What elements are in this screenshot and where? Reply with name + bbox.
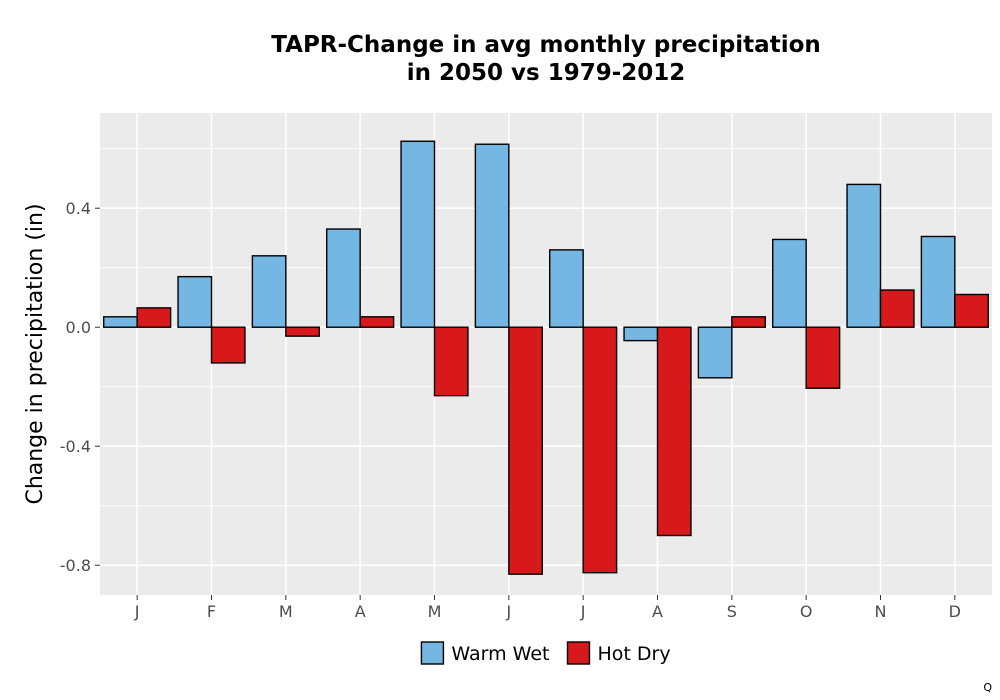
x-tick-label: O bbox=[800, 602, 813, 621]
bar-warm-wet bbox=[846, 183, 882, 328]
x-tick-label: F bbox=[207, 602, 216, 621]
bar-hot-dry bbox=[359, 316, 395, 328]
bar-hot-dry bbox=[879, 289, 915, 328]
bar-warm-wet bbox=[697, 326, 733, 379]
bar-warm-wet bbox=[400, 140, 436, 328]
bar-warm-wet bbox=[251, 255, 287, 328]
x-tick-label: J bbox=[134, 602, 140, 621]
bar-warm-wet bbox=[103, 316, 138, 328]
x-tick-label: J bbox=[505, 602, 511, 621]
y-axis-label: Change in precipitation (in) bbox=[23, 203, 48, 504]
bar-hot-dry bbox=[136, 307, 172, 328]
x-tick-label: A bbox=[355, 602, 366, 621]
x-tick-label: M bbox=[279, 602, 293, 621]
y-tick-label: 0.4 bbox=[66, 199, 91, 218]
legend-swatch-hot-dry bbox=[566, 641, 591, 665]
bar-warm-wet bbox=[920, 235, 956, 328]
bar-warm-wet bbox=[772, 238, 807, 328]
x-tick-label: A bbox=[652, 602, 663, 621]
x-tick-label: N bbox=[875, 602, 887, 621]
legend-label-warm-wet: Warm Wet bbox=[451, 643, 549, 665]
bar-hot-dry bbox=[954, 293, 989, 328]
bar-warm-wet bbox=[549, 249, 584, 328]
bar-warm-wet bbox=[326, 228, 361, 328]
bar-hot-dry bbox=[805, 326, 841, 389]
bar-hot-dry bbox=[731, 316, 766, 328]
bar-hot-dry bbox=[656, 326, 692, 537]
bar-hot-dry bbox=[285, 326, 320, 337]
x-tick-label: D bbox=[949, 602, 961, 621]
bar-warm-wet bbox=[623, 326, 659, 342]
bar-hot-dry bbox=[210, 326, 246, 364]
y-tick-label: -0.8 bbox=[60, 556, 91, 575]
bar-hot-dry bbox=[582, 326, 618, 574]
bar-warm-wet bbox=[474, 143, 510, 328]
x-tick-label: S bbox=[727, 602, 737, 621]
legend-label-hot-dry: Hot Dry bbox=[597, 643, 670, 665]
chart-title-line-2: in 2050 vs 1979-2012 bbox=[406, 60, 686, 86]
chart-title-line-1: TAPR-Change in avg monthly precipitation bbox=[271, 32, 821, 58]
y-tick-label: -0.4 bbox=[60, 437, 91, 456]
x-tick-label: M bbox=[428, 602, 442, 621]
x-tick-label: J bbox=[580, 602, 586, 621]
y-tick-label: 0.0 bbox=[66, 318, 91, 337]
bar-hot-dry bbox=[433, 326, 469, 397]
bar-warm-wet bbox=[177, 275, 213, 328]
corner-mark: Q bbox=[983, 681, 992, 694]
plot-panel bbox=[100, 113, 992, 595]
legend-swatch-warm-wet bbox=[420, 641, 445, 665]
bar-hot-dry bbox=[508, 326, 543, 575]
